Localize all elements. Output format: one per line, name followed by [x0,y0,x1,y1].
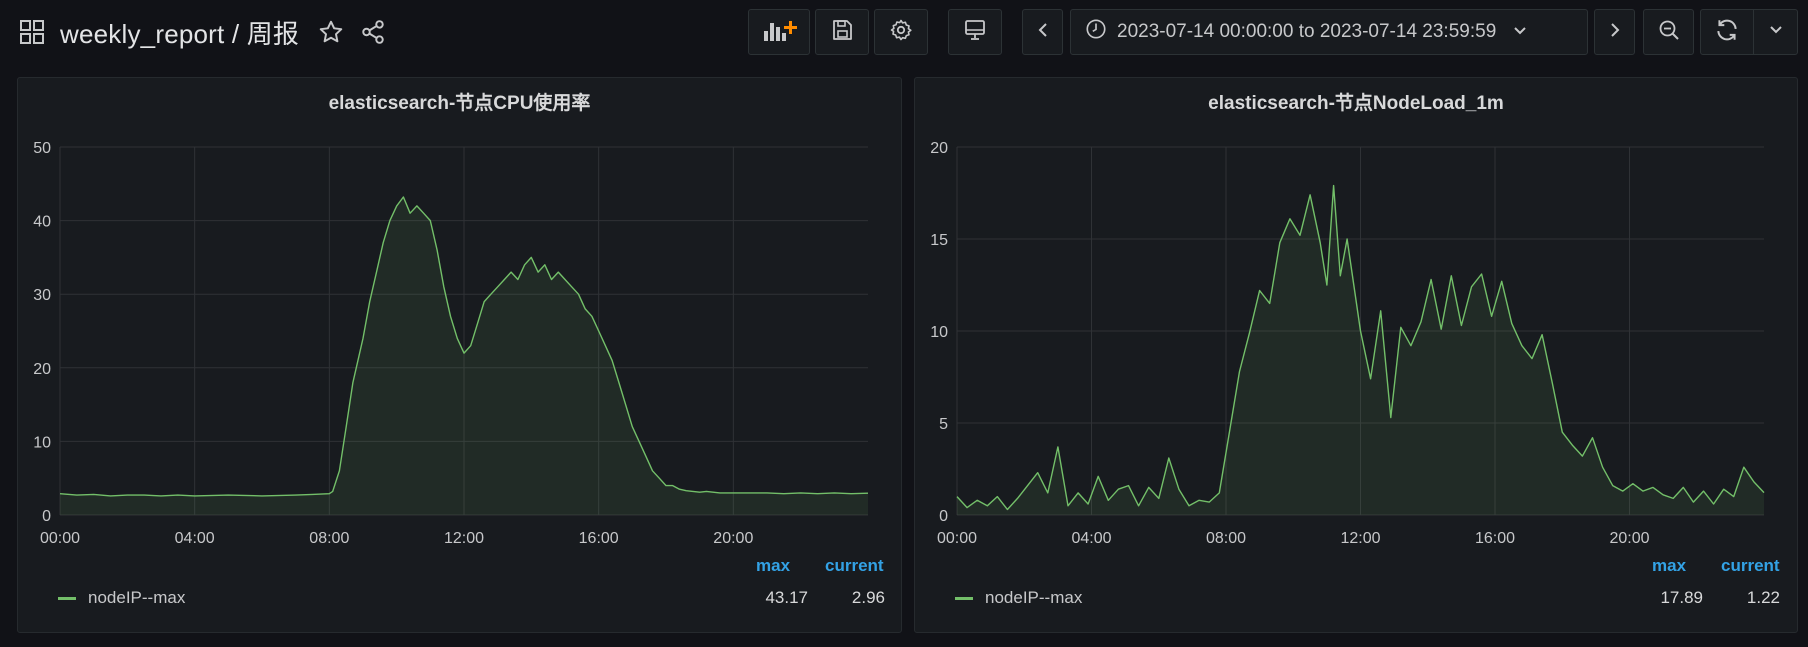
monitor-icon [963,18,987,47]
save-icon [830,18,854,47]
series-color-swatch [58,596,76,600]
panel-cpu-usage: elasticsearch-节点CPU使用率 0 10 20 30 40 50 00:00 0… [17,77,902,633]
panel-node-load: elasticsearch-节点NodeLoad_1m 0 5 10 15 20 00:0… [914,77,1798,633]
legend-max-value: 43.17 [765,588,808,607]
grid-icon[interactable] [18,18,46,46]
chevron-right-icon [1608,21,1622,44]
y-tick-label: 0 [42,508,51,525]
series-line [59,196,869,497]
x-tick-label: 16:00 [579,530,619,547]
add-panel-button[interactable] [748,9,810,55]
legend-current-value: 1.22 [1746,588,1780,607]
y-tick-label: 15 [930,232,948,249]
star-icon[interactable] [317,18,345,46]
y-tick-label: 20 [930,140,948,157]
x-tick-label: 16:00 [1475,530,1515,547]
time-range-picker[interactable]: 2023-07-14 00:00:00 to 2023-07-14 23:59:… [1070,9,1588,55]
y-tick-label: 0 [939,508,948,525]
x-tick-label: 08:00 [309,530,349,547]
x-tick-label: 00:00 [937,530,977,547]
time-shift-back-button[interactable] [1022,9,1063,55]
share-icon[interactable] [359,18,387,46]
y-tick-label: 50 [33,140,51,157]
legend-header-current[interactable]: current [825,556,884,575]
x-tick-label: 20:00 [1609,530,1649,547]
legend-series[interactable]: nodeIP--max [58,588,185,608]
time-shift-forward-button[interactable] [1594,9,1635,55]
clock-icon [1085,18,1107,46]
legend-current-value: 2.96 [851,588,885,607]
x-tick-label: 12:00 [444,530,484,547]
x-tick-label: 08:00 [1206,530,1246,547]
series-line [956,184,1765,511]
series-area-fill [60,197,868,515]
legend-header-max[interactable]: max [1652,556,1687,575]
y-tick-label: 10 [33,434,51,451]
x-tick-label: 20:00 [713,530,753,547]
legend-max-value: 17.89 [1660,588,1703,607]
legend-header-max[interactable]: max [756,556,791,575]
x-tick-label: 12:00 [1340,530,1380,547]
x-tick-label: 04:00 [175,530,215,547]
x-tick-label: 04:00 [1071,530,1111,547]
chevron-down-icon [1512,21,1528,43]
chevron-left-icon [1036,21,1050,44]
refresh-button[interactable] [1700,9,1754,55]
panel-title[interactable]: elasticsearch-节点NodeLoad_1m [1208,93,1504,114]
dashboard-title-bar: weekly_report / 周报 [18,14,387,50]
zoom-out-button[interactable] [1643,9,1694,55]
tv-mode-button[interactable] [948,9,1002,55]
breadcrumb[interactable]: weekly_report / 周报 [60,18,300,49]
time-range-label: 2023-07-14 00:00:00 to 2023-07-14 23:59:… [1117,21,1497,42]
y-tick-label: 5 [939,416,948,433]
legend-header-current[interactable]: current [1721,556,1780,575]
y-tick-label: 30 [33,287,51,304]
dashboard-settings-button[interactable] [874,9,928,55]
legend-series-name: nodeIP--max [88,588,186,607]
top-navbar: weekly_report / 周报 [0,0,1808,68]
panel-title[interactable]: elasticsearch-节点CPU使用率 [328,93,591,114]
x-tick-label: 00:00 [40,530,80,547]
cpu-usage-chart[interactable]: 0 10 20 30 40 50 00:00 04:00 08:00 12:00 16:00 20:0… [18,128,903,598]
legend-series[interactable]: nodeIP--max [955,588,1082,608]
y-tick-label: 40 [33,214,51,231]
legend-series-name: nodeIP--max [985,588,1083,607]
node-load-chart[interactable]: 0 5 10 15 20 00:00 04:00 08:00 12:00 16:00 20:00 [915,128,1799,598]
refresh-icon [1714,17,1740,48]
y-tick-label: 10 [930,324,948,341]
add-panel-icon [760,17,798,48]
gear-icon [889,18,913,47]
save-dashboard-button[interactable] [815,9,869,55]
refresh-interval-dropdown[interactable] [1753,9,1798,55]
chevron-down-icon [1768,23,1784,41]
series-color-swatch [955,596,973,600]
y-tick-label: 20 [33,361,51,378]
zoom-out-icon [1657,18,1681,47]
